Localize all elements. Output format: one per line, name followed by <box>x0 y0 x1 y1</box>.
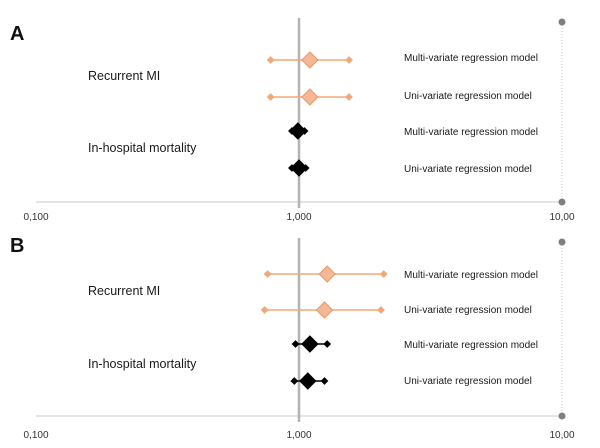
panel-a-recurrent-mi-univariate-ci-lower-marker <box>266 93 275 101</box>
panel-a-recurrent-mi-multivariate-estimate-marker <box>301 51 319 69</box>
panel-b-recurrent-mi-multivariate-ci-upper-marker <box>379 270 388 278</box>
panel-b-group-label-recurrent-mi: Recurrent MI <box>88 284 160 298</box>
panel-a-plot <box>36 18 566 208</box>
panel-b-row-label-recurrent-mi-multivariate: Multi-variate regression model <box>404 270 538 281</box>
panel-b-row-label-recurrent-mi-univariate: Uni-variate regression model <box>404 305 532 316</box>
panel-b-recurrent-mi-multivariate-estimate-marker <box>318 265 336 283</box>
panel-b-plot <box>36 238 566 422</box>
panel-b-mortality-multivariate-estimate-marker <box>301 335 319 353</box>
panel-b-row-label-mortality-multivariate: Multi-variate regression model <box>404 340 538 351</box>
panel-b-row-label-mortality-univariate: Uni-variate regression model <box>404 376 532 387</box>
panel-a-recurrent-mi-multivariate-ci-upper-marker <box>345 56 353 64</box>
panel-a-group-label-recurrent-mi: Recurrent MI <box>88 69 160 83</box>
panel-a-tick-0-1: 0,100 <box>23 212 48 223</box>
panel-a-recurrent-mi-multivariate-ci-lower-marker <box>266 56 275 64</box>
panel-a: A Recurrent MI In-hospital mortality Mul… <box>10 18 575 223</box>
panel-a-mortality-univariate-estimate-marker <box>290 159 308 177</box>
panel-b-mortality-univariate-ci-upper-marker <box>320 377 329 385</box>
panel-a-letter: A <box>10 23 24 45</box>
panel-a-group-label-in-hospital-mortality: In-hospital mortality <box>88 141 197 155</box>
panel-b-recurrent-mi-univariate-ci-lower-marker <box>260 306 269 314</box>
panel-a-row-label-recurrent-mi-univariate: Uni-variate regression model <box>404 91 532 102</box>
panel-b-mortality-univariate-estimate-marker <box>299 372 317 390</box>
panel-b-recurrent-mi-univariate-ci-upper-marker <box>377 306 385 314</box>
panel-a-tick-1: 1,000 <box>286 212 311 223</box>
panel-b-mortality-multivariate-ci-lower-marker <box>291 340 300 348</box>
panel-a-end-marker-top <box>558 18 566 26</box>
panel-b-mortality-multivariate-ci-upper-marker <box>323 340 332 348</box>
panel-a-row-label-mortality-multivariate: Multi-variate regression model <box>404 127 538 138</box>
panel-a-mortality-multivariate-estimate-marker <box>289 122 307 140</box>
panel-b-end-marker-top <box>558 238 566 246</box>
panel-b-tick-0-1: 0,100 <box>23 430 48 441</box>
panel-b: B Recurrent MI In-hospital mortality Mul… <box>10 235 575 441</box>
panel-a-row-label-recurrent-mi-multivariate: Multi-variate regression model <box>404 53 538 64</box>
panel-a-tick-10: 10,00 <box>549 212 574 223</box>
panel-b-mortality-univariate-ci-lower-marker <box>290 377 299 385</box>
panel-a-recurrent-mi-univariate-ci-upper-marker <box>345 93 353 101</box>
panel-b-tick-10: 10,00 <box>549 430 574 441</box>
panel-b-recurrent-mi-multivariate-ci-lower-marker <box>263 270 272 278</box>
panel-a-end-marker-bottom <box>558 198 566 206</box>
panel-b-recurrent-mi-univariate-estimate-marker <box>315 301 334 319</box>
panel-b-tick-1: 1,000 <box>286 430 311 441</box>
panel-a-row-label-mortality-univariate: Uni-variate regression model <box>404 164 532 175</box>
panel-b-end-marker-bottom <box>558 412 566 420</box>
panel-b-letter: B <box>10 235 24 257</box>
panel-b-group-label-in-hospital-mortality: In-hospital mortality <box>88 357 197 371</box>
panel-a-recurrent-mi-univariate-estimate-marker <box>301 88 319 106</box>
